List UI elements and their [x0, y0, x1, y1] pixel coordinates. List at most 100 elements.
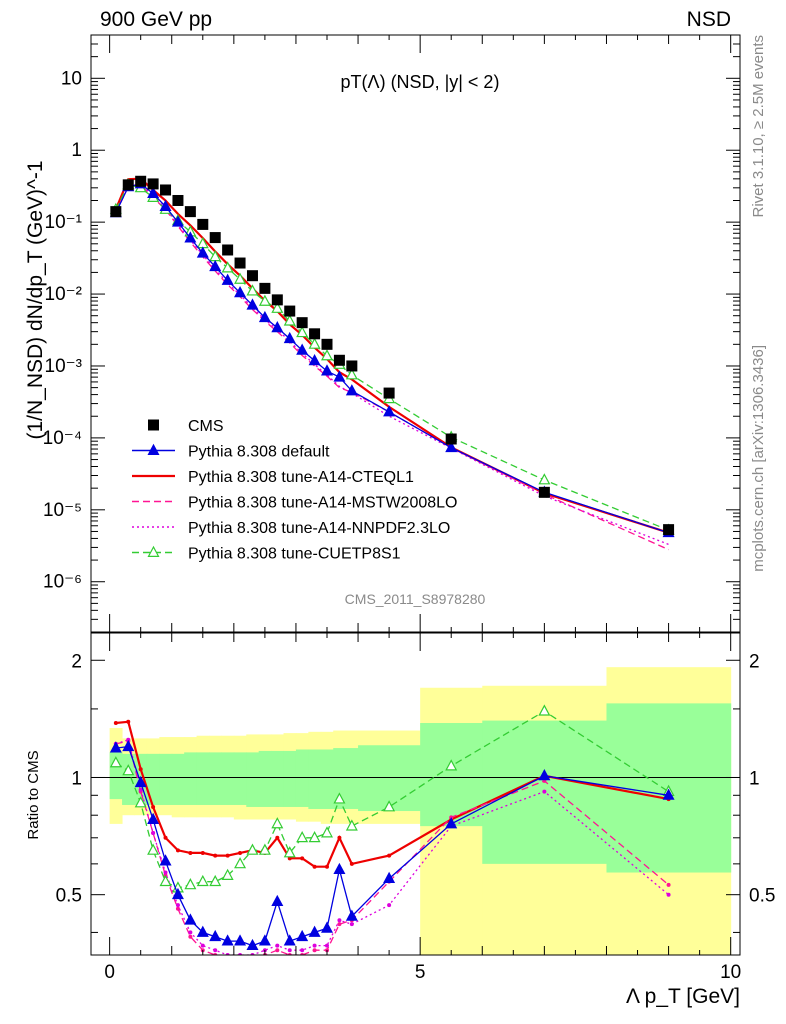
- legend-entry-pythia-8-308-default: Pythia 8.308 default: [132, 444, 330, 461]
- data-point: [271, 817, 284, 829]
- data-point: [126, 719, 131, 724]
- data-point: [258, 934, 271, 946]
- data-point: [312, 943, 317, 948]
- data-point: [196, 246, 209, 258]
- data-point: [271, 320, 284, 333]
- series-pythia-8-308-default: [109, 739, 675, 951]
- data-point: [175, 903, 180, 908]
- main-plot-panel: 10 1 10⁻¹ 10⁻² 10⁻³ 10⁻⁴ 10⁻⁵ 10⁻⁶ pT(Λ) (NSD, …: [24, 34, 741, 633]
- data-point: [312, 864, 317, 869]
- data-point: [333, 370, 346, 382]
- data-point: [312, 948, 317, 953]
- data-point: [135, 175, 147, 187]
- data-point: [300, 856, 305, 861]
- data-point: [246, 284, 259, 296]
- legend: CMS Pythia 8.308 default Pythia 8.308 tune…: [132, 418, 457, 563]
- data-point: [151, 804, 156, 809]
- data-point: [349, 861, 354, 866]
- legend-entry-pythia-8-308-tune-a14-mstw2008lo: Pythia 8.308 tune-A14-MSTW2008LO: [132, 495, 457, 512]
- data-point: [538, 769, 551, 781]
- data-point: [287, 948, 292, 953]
- data-point: [147, 812, 160, 824]
- data-point: [387, 903, 392, 908]
- uncertainty-band-inner: [271, 750, 285, 807]
- series-line-pythia-8-308-tune-a14-nnpdf2-3lo: [115, 738, 670, 955]
- data-point: [147, 178, 159, 190]
- uncertainty-band-inner: [184, 752, 198, 805]
- data-point: [188, 930, 193, 935]
- uncertainty-band-inner: [420, 723, 483, 827]
- data-point: [349, 922, 354, 927]
- data-point: [122, 739, 135, 752]
- data-point: [109, 756, 122, 768]
- data-point: [320, 826, 334, 838]
- data-point: [337, 835, 342, 840]
- y-tick-label: 10⁻⁴: [43, 428, 82, 449]
- series-pythia-8-308-tune-a14-cteql1: [115, 720, 669, 868]
- data-point: [200, 943, 205, 948]
- ratio-y-tick-label-right: 2: [749, 651, 760, 672]
- data-point: [542, 789, 547, 794]
- data-point: [109, 741, 122, 753]
- analysis-label: CMS_2011_S8978280: [345, 591, 486, 607]
- legend-label: Pythia 8.308 tune-A14-NNPDF2.3LO: [188, 520, 450, 537]
- ratio-y-tick-label: 1: [71, 768, 82, 789]
- uncertainty-band-inner: [146, 753, 160, 805]
- x-tick-label: 10: [720, 962, 741, 983]
- data-point: [200, 850, 205, 855]
- data-point: [445, 759, 458, 771]
- data-point: [337, 922, 342, 927]
- uncertainty-band-inner: [258, 750, 272, 807]
- data-point: [258, 310, 271, 323]
- legend-label: Pythia 8.308 tune-A14-MSTW2008LO: [188, 495, 457, 512]
- data-point: [283, 314, 296, 326]
- data-point: [345, 384, 358, 396]
- data-point: [151, 831, 156, 836]
- data-point: [320, 364, 334, 376]
- legend-label: Pythia 8.308 default: [188, 444, 330, 461]
- data-point: [275, 948, 280, 953]
- data-point: [346, 360, 358, 372]
- y-tick-label: 10⁻²: [45, 284, 83, 305]
- series-pythia-8-308-tune-cuetp8s1: [109, 704, 675, 893]
- uncertainty-band-inner: [320, 749, 334, 809]
- data-point: [175, 906, 180, 911]
- data-point: [172, 194, 184, 206]
- data-point: [122, 764, 135, 776]
- data-point: [222, 244, 234, 256]
- uncertainty-band-inner: [122, 753, 135, 805]
- data-point: [300, 948, 305, 953]
- data-point: [234, 857, 247, 869]
- data-point: [221, 934, 234, 946]
- uncertainty-band-inner: [196, 752, 210, 805]
- data-point: [160, 184, 172, 196]
- data-point: [184, 878, 197, 890]
- series-pythia-8-308-default: [109, 177, 675, 538]
- ratio-y-tick-label-right: 1: [749, 768, 760, 789]
- data-point: [445, 433, 457, 445]
- series-line-pythia-8-308-tune-a14-cteql1: [114, 177, 669, 534]
- legend-label: CMS: [188, 418, 224, 435]
- data-point: [345, 909, 358, 921]
- data-point: [445, 440, 458, 453]
- data-point: [138, 787, 143, 792]
- data-point: [250, 958, 254, 962]
- legend-entry-pythia-8-308-tune-a14-nnpdf2-3lo: Pythia 8.308 tune-A14-NNPDF2.3LO: [132, 520, 450, 537]
- uncertainty-band-inner: [345, 748, 359, 809]
- data-point: [234, 934, 247, 946]
- data-point: [221, 261, 234, 273]
- data-point: [258, 843, 271, 855]
- data-point: [196, 925, 209, 937]
- data-point: [238, 958, 242, 962]
- uncertainty-band-inner: [283, 750, 297, 807]
- data-point: [325, 864, 329, 869]
- series-line-pythia-8-308-tune-a14-mstw2008lo: [115, 184, 669, 551]
- y-tick-label: 10⁻³: [45, 356, 83, 377]
- main-y-axis-label: (1/N_NSD) dN/dp_T (GeV)^-1: [24, 160, 47, 439]
- uncertainty-band-inner: [295, 749, 309, 807]
- uncertainty-band-inner: [209, 752, 222, 805]
- data-point: [163, 835, 168, 840]
- data-point: [246, 298, 259, 310]
- data-point: [333, 354, 345, 366]
